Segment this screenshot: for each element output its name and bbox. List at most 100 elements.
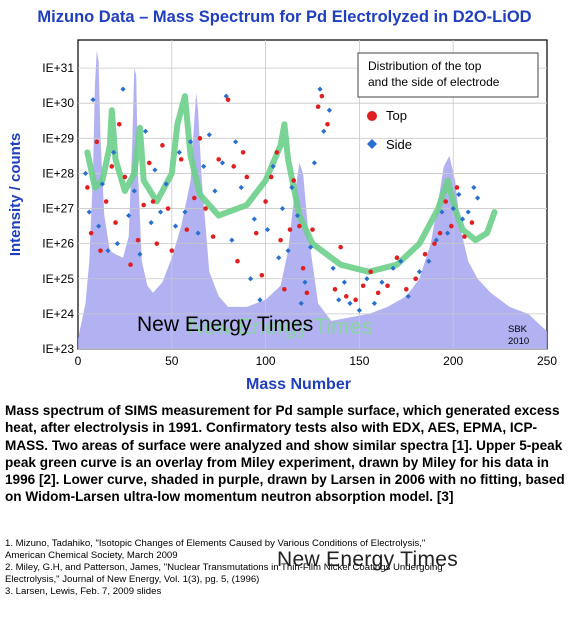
top-point [150,199,156,204]
side-point [379,279,385,285]
reference-line: Electrolysis," Journal of New Energy, Vo… [5,574,260,585]
side-point [459,216,466,222]
top-point [216,157,221,162]
side-point [285,248,291,254]
green-overlay-curve [84,93,498,275]
side-point [279,205,286,212]
x-tick-label: 100 [256,354,276,368]
side-point [96,223,102,229]
side-point [444,230,451,236]
side-point [247,276,254,282]
top-point [462,234,467,239]
top-point [332,287,338,292]
top-point [122,174,128,180]
side-point [142,128,149,134]
y-tick-label: IE+29 [42,131,74,145]
side-point [206,132,212,138]
side-point [195,230,201,236]
side-point [86,209,92,215]
side-point [157,209,164,215]
x-tick-label: 150 [349,354,369,368]
x-axis-label: Mass Number [246,376,351,393]
side-point [321,128,327,134]
top-point [437,230,443,236]
top-point [291,178,297,183]
top-point [141,202,146,208]
side-point [439,209,445,215]
side-point [176,149,182,155]
annotation-text: 2010 [508,336,529,347]
side-point [294,212,301,219]
side-point [311,160,317,166]
top-point [235,258,240,264]
side-point [148,219,154,226]
side-point [264,227,271,233]
top-point [88,230,94,236]
legend-top-label: Top [386,108,407,123]
side-point [99,181,105,187]
legend-top-marker [367,111,377,121]
top-point [109,164,115,169]
side-point [219,160,226,166]
side-point [172,223,179,229]
side-point [298,300,304,306]
y-tick-label: IE+23 [42,342,74,356]
top-point [160,143,165,148]
chart: IE+23 IE+24 IE+25 IE+26 IE+27 IE+28 IE+29 IE+30… [7,39,557,393]
side-point [317,86,323,92]
top-point [274,150,280,155]
top-point [146,160,152,166]
side-point [232,139,239,145]
figure-caption: Mass spectrum of SIMS measurement for Pd… [5,403,565,505]
legend-heading: and the side of electrode [368,75,500,89]
legend-box [357,52,539,98]
reference-line: 3. Larsen, Lewis, Feb. 7, 2009 slides [5,586,162,597]
top-point [449,223,454,229]
x-tick-label: 0 [75,354,82,368]
top-point [253,230,259,236]
top-point [231,164,237,169]
top-point [165,206,171,211]
top-point [282,287,287,292]
side-point [152,167,158,173]
top-point [300,265,306,271]
top-point [154,241,160,246]
side-point [302,279,308,285]
top-point [343,294,349,299]
y-tick-label: IE+30 [42,96,74,110]
top-point [422,251,428,257]
top-point [259,272,265,278]
side-point [416,269,423,275]
top-point [304,290,310,296]
top-point [103,199,109,204]
side-point [336,297,342,303]
top-point [413,276,418,282]
top-point [135,237,141,243]
side-point [82,170,89,177]
side-point [398,258,404,264]
y-tick-label: IE+24 [42,307,74,321]
top-point [113,220,118,225]
top-point [184,227,190,232]
side-point [238,184,244,191]
side-point [163,181,169,187]
top-point [85,185,90,190]
references: 1. Mizuno, Tadahiko, "Isotopic Changes o… [5,538,565,598]
side-point [114,241,120,247]
legend-heading: Distribution of the top [368,59,482,73]
side-point [347,300,353,306]
watermark-text: New Energy Times [137,313,313,336]
top-point [338,244,343,250]
top-point [169,248,175,253]
top-point [310,227,315,232]
top-point [404,287,409,292]
reference-line: American Chemical Society, March 2009 [5,550,178,561]
y-tick-label: IE+26 [42,237,74,251]
top-point [203,206,208,211]
top-point [385,283,390,289]
chart-title: Mizuno Data – Mass Spectrum for Pd Elect… [37,8,532,26]
side-point [289,184,295,191]
top-point [225,97,231,102]
side-point [90,97,96,103]
